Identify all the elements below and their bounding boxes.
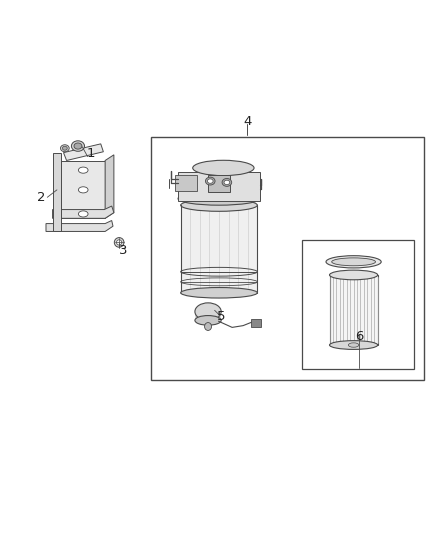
Ellipse shape	[195, 316, 221, 325]
Bar	[302, 240, 414, 369]
Ellipse shape	[178, 192, 260, 205]
Text: 3: 3	[119, 244, 128, 257]
Polygon shape	[178, 172, 259, 201]
Ellipse shape	[71, 141, 85, 151]
Ellipse shape	[348, 343, 359, 347]
Ellipse shape	[195, 303, 221, 320]
Text: 5: 5	[217, 310, 226, 324]
Ellipse shape	[205, 322, 212, 330]
Ellipse shape	[60, 145, 69, 152]
Ellipse shape	[114, 238, 124, 247]
Bar	[175, 175, 197, 191]
Text: 1: 1	[87, 147, 95, 160]
Ellipse shape	[332, 258, 375, 266]
Ellipse shape	[117, 240, 122, 245]
Ellipse shape	[74, 143, 82, 149]
Ellipse shape	[62, 146, 67, 150]
Ellipse shape	[193, 160, 254, 175]
Bar	[195, 312, 221, 320]
Polygon shape	[53, 206, 114, 219]
Bar	[180, 205, 257, 293]
Text: 2: 2	[37, 191, 46, 204]
Ellipse shape	[180, 199, 257, 211]
Bar	[151, 138, 424, 381]
Ellipse shape	[180, 287, 257, 298]
Ellipse shape	[205, 177, 215, 185]
Ellipse shape	[329, 341, 378, 350]
Polygon shape	[59, 160, 105, 219]
Bar	[329, 275, 378, 345]
Ellipse shape	[329, 270, 378, 280]
Text: 4: 4	[243, 116, 252, 128]
Ellipse shape	[326, 256, 381, 268]
Polygon shape	[105, 155, 114, 219]
Text: 6: 6	[355, 330, 364, 343]
Ellipse shape	[222, 179, 232, 187]
Ellipse shape	[207, 179, 213, 183]
Ellipse shape	[224, 180, 230, 184]
Bar	[208, 174, 230, 192]
Ellipse shape	[78, 187, 88, 193]
Bar	[251, 319, 261, 327]
Ellipse shape	[78, 211, 88, 217]
Polygon shape	[64, 144, 103, 160]
Ellipse shape	[78, 167, 88, 173]
Polygon shape	[53, 152, 61, 231]
Polygon shape	[46, 221, 113, 231]
